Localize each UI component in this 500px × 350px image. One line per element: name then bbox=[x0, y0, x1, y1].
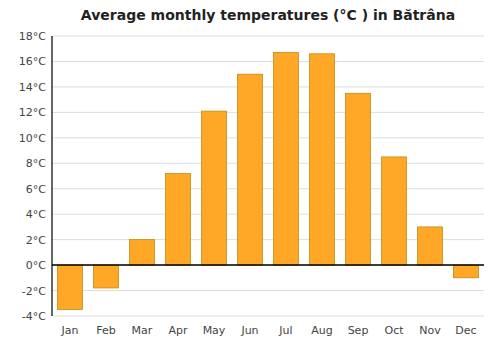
bar bbox=[165, 173, 190, 265]
grid-line bbox=[52, 163, 484, 164]
y-tick-label: -2°C bbox=[22, 285, 46, 298]
x-tick-label: Nov bbox=[419, 324, 441, 337]
y-tick-label: 2°C bbox=[26, 234, 46, 247]
x-tick-label: Jul bbox=[278, 324, 292, 337]
x-tick-label: Mar bbox=[132, 324, 153, 337]
y-tick-label: 16°C bbox=[19, 55, 46, 68]
y-tick-label: 8°C bbox=[26, 157, 46, 170]
y-tick-label: 4°C bbox=[26, 208, 46, 221]
x-tick-label: Feb bbox=[96, 324, 115, 337]
chart-title: Average monthly temperatures (°C ) in Bă… bbox=[81, 7, 455, 23]
x-tick-label: Dec bbox=[455, 324, 476, 337]
bar bbox=[237, 74, 262, 265]
zero-line bbox=[52, 264, 484, 266]
bar bbox=[309, 54, 334, 265]
y-tick-label: -4°C bbox=[22, 310, 46, 323]
x-tick-label: Apr bbox=[168, 324, 188, 337]
bar bbox=[93, 265, 118, 288]
grid-line bbox=[52, 316, 484, 317]
grid-line bbox=[52, 137, 484, 138]
bar bbox=[453, 265, 478, 278]
y-tick-label: 0°C bbox=[26, 259, 46, 272]
y-tick-label: 10°C bbox=[19, 132, 46, 145]
x-tick-label: Sep bbox=[348, 324, 369, 337]
grid bbox=[52, 36, 484, 316]
y-tick-label: 6°C bbox=[26, 183, 46, 196]
y-tick-label: 14°C bbox=[19, 81, 46, 94]
x-tick-label: Oct bbox=[384, 324, 404, 337]
grid-line bbox=[52, 188, 484, 189]
chart-svg: Average monthly temperatures (°C ) in Bă… bbox=[0, 0, 500, 350]
grid-line bbox=[52, 36, 484, 37]
y-tick-label: 18°C bbox=[19, 30, 46, 43]
bars bbox=[57, 53, 478, 310]
bar bbox=[201, 111, 226, 265]
y-tick-label: 12°C bbox=[19, 106, 46, 119]
bar bbox=[345, 93, 370, 265]
bar bbox=[417, 227, 442, 265]
bar bbox=[381, 157, 406, 265]
y-axis-line bbox=[51, 36, 52, 316]
x-tick-label: May bbox=[203, 324, 226, 337]
grid-line bbox=[52, 86, 484, 87]
bar bbox=[273, 53, 298, 266]
grid-line bbox=[52, 61, 484, 62]
grid-line bbox=[52, 214, 484, 215]
bar bbox=[129, 240, 154, 265]
chart-container: Average monthly temperatures (°C ) in Bă… bbox=[0, 0, 500, 350]
grid-line bbox=[52, 290, 484, 291]
x-tick-label: Aug bbox=[311, 324, 332, 337]
bar bbox=[57, 265, 82, 310]
x-tick-label: Jun bbox=[240, 324, 258, 337]
x-tick-label: Jan bbox=[61, 324, 79, 337]
grid-line bbox=[52, 265, 484, 266]
grid-line bbox=[52, 112, 484, 113]
